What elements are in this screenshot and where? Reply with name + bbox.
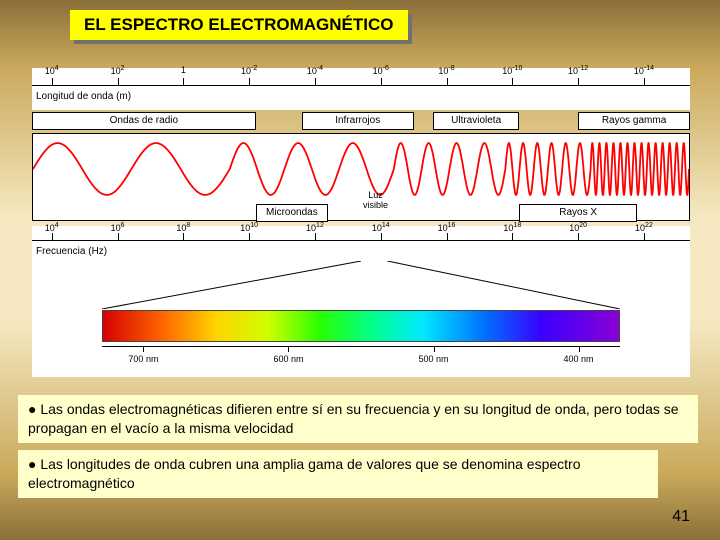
frequency-tick-label: 1016 bbox=[438, 222, 456, 233]
wavelength-tick-label: 10-8 bbox=[438, 65, 454, 76]
bullet-2: ● Las longitudes de onda cubren una ampl… bbox=[18, 450, 658, 498]
visible-spectrum-zoom: 700 nm 600 nm 500 nm 400 nm bbox=[32, 262, 690, 377]
nm-tick-label: 700 nm bbox=[128, 354, 158, 364]
wavelength-axis: 104 102 1 10-2 10-4 10-6 10-8 10-10 10-12 10-14 L… bbox=[32, 68, 690, 110]
frequency-tick-label: 1018 bbox=[503, 222, 521, 233]
slide-title: EL ESPECTRO ELECTROMAGNÉTICO bbox=[70, 10, 408, 40]
nm-tick-label: 600 nm bbox=[273, 354, 303, 364]
frequency-tick-label: 1022 bbox=[635, 222, 653, 233]
frequency-tick-label: 1010 bbox=[240, 222, 258, 233]
wavelength-tick-label: 10-2 bbox=[241, 65, 257, 76]
wavelength-axis-label: Longitud de onda (m) bbox=[36, 91, 131, 102]
spectrum-region-box: Ondas de radio bbox=[32, 112, 256, 130]
spectrum-region-box: Rayos gamma bbox=[578, 112, 690, 130]
frequency-tick-label: 1020 bbox=[569, 222, 587, 233]
visible-spectrum-bar bbox=[102, 310, 620, 342]
nm-axis: 700 nm 600 nm 500 nm 400 nm bbox=[102, 346, 620, 372]
frequency-axis-label: Frecuencia (Hz) bbox=[36, 246, 107, 257]
wavelength-tick-label: 10-10 bbox=[502, 65, 522, 76]
wavelength-tick-label: 102 bbox=[111, 65, 125, 76]
wavelength-tick-label: 10-12 bbox=[568, 65, 588, 76]
spectrum-region-box: Microondas bbox=[256, 204, 328, 222]
wavelength-tick-label: 10-6 bbox=[373, 65, 389, 76]
frequency-tick-label: 1012 bbox=[306, 222, 324, 233]
frequency-tick-label: 108 bbox=[176, 222, 190, 233]
wavelength-tick-label: 10-14 bbox=[634, 65, 654, 76]
nm-tick-label: 400 nm bbox=[564, 354, 594, 364]
spectrum-region-box: Rayos X bbox=[519, 204, 637, 222]
spectrum-regions-top: Ondas de radio Infrarrojos Ultravioleta Ray… bbox=[32, 112, 690, 132]
spectrum-regions-bottom: Microondas Rayos X bbox=[32, 204, 690, 224]
bullet-1: ● Las ondas electromagnéticas difieren e… bbox=[18, 395, 698, 443]
wavelength-tick-label: 1 bbox=[181, 65, 186, 75]
page-number: 41 bbox=[672, 508, 690, 526]
frequency-tick-label: 106 bbox=[111, 222, 125, 233]
nm-tick-label: 500 nm bbox=[419, 354, 449, 364]
wavelength-tick-label: 10-4 bbox=[307, 65, 323, 76]
wavelength-tick-label: 104 bbox=[45, 65, 59, 76]
frequency-axis: 1041061081010101210141016101810201022 Fr… bbox=[32, 226, 690, 262]
spectrum-region-box: Ultravioleta bbox=[433, 112, 519, 130]
frequency-tick-label: 104 bbox=[45, 222, 59, 233]
spectrum-region-box: Infrarrojos bbox=[302, 112, 414, 130]
frequency-tick-label: 1014 bbox=[372, 222, 390, 233]
